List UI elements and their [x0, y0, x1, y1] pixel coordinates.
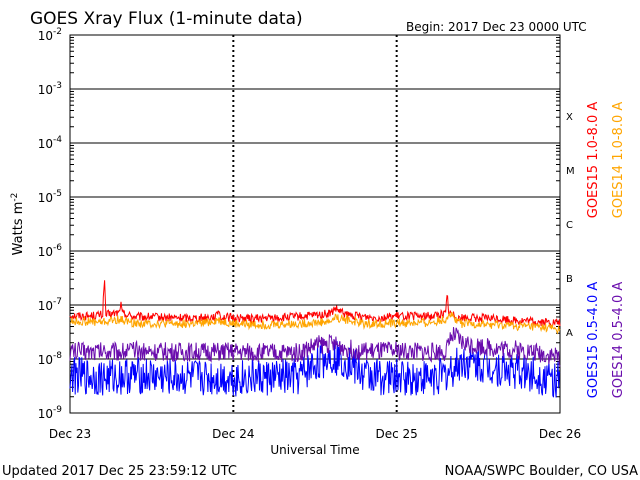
y-axis-label: Watts m-2 [10, 193, 26, 256]
y-tick-exp: -4 [53, 135, 62, 145]
y-tick-base: 10 [38, 245, 53, 259]
y-tick-label-4: 10-6 [38, 243, 63, 259]
chart-title: GOES Xray Flux (1-minute data) [30, 9, 303, 29]
y-tick-labels: 10-210-310-410-510-610-710-810-9 [38, 27, 63, 421]
series-layer [69, 280, 561, 398]
flare-class-M: M [566, 166, 575, 177]
begin-label: Begin: 2017 Dec 23 0000 UTC [406, 20, 587, 34]
series-line-3 [69, 327, 561, 367]
x-tick-labels: Dec 23 Dec 24 Dec 25 Dec 26 [49, 427, 581, 441]
legend: GOES15 1.0-8.0 A GOES14 1.0-8.0 A GOES15 0… [586, 102, 626, 399]
y-tick-base: 10 [38, 299, 53, 313]
y-tick-exp: -5 [53, 189, 62, 199]
plot-area [69, 34, 561, 414]
y-tick-exp: -2 [53, 27, 62, 37]
y-tick-exp: -9 [53, 405, 62, 415]
y-axis-label-text: Watts m [11, 202, 26, 256]
x-tick-label-1: Dec 24 [212, 427, 254, 441]
y-tick-exp: -6 [53, 243, 62, 253]
flare-class-labels: X M C B A [566, 112, 575, 339]
y-tick-label-2: 10-4 [38, 135, 63, 151]
y-tick-exp: -7 [53, 297, 62, 307]
y-tick-base: 10 [38, 83, 53, 97]
y-tick-exp: -3 [53, 81, 62, 91]
y-tick-label-0: 10-2 [38, 27, 62, 43]
y-tick-label-1: 10-3 [38, 81, 62, 97]
credit-text: NOAA/SWPC Boulder, CO USA [445, 464, 638, 479]
y-tick-label-5: 10-7 [38, 297, 62, 313]
flare-class-C: C [566, 220, 573, 231]
x-tick-label-3: Dec 26 [539, 427, 581, 441]
series-line-1 [69, 311, 561, 335]
flare-class-A: A [566, 328, 573, 339]
y-tick-exp: -8 [53, 351, 62, 361]
series-line-0 [69, 280, 561, 327]
legend-entry-0: GOES15 1.0-8.0 A [586, 102, 601, 219]
x-tick-label-0: Dec 23 [49, 427, 91, 441]
flare-class-X: X [566, 112, 573, 123]
y-tick-base: 10 [38, 191, 53, 205]
flare-class-B: B [566, 274, 573, 285]
y-tick-label-7: 10-9 [38, 405, 63, 421]
legend-entry-2: GOES15 0.5-4.0 A [586, 282, 601, 399]
y-axis-label-sup: -2 [10, 193, 20, 202]
updated-timestamp: Updated 2017 Dec 25 23:59:12 UTC [2, 464, 237, 479]
y-tick-base: 10 [38, 353, 53, 367]
y-tick-label-6: 10-8 [38, 351, 63, 367]
x-tick-label-2: Dec 25 [376, 427, 418, 441]
y-tick-base: 10 [38, 29, 53, 43]
legend-entry-3: GOES14 0.5-4.0 A [611, 282, 626, 399]
legend-entry-1: GOES14 1.0-8.0 A [611, 102, 626, 219]
x-axis-label: Universal Time [270, 443, 359, 457]
y-tick-base: 10 [38, 137, 53, 151]
y-tick-base: 10 [38, 407, 53, 421]
y-tick-label-3: 10-5 [38, 189, 62, 205]
